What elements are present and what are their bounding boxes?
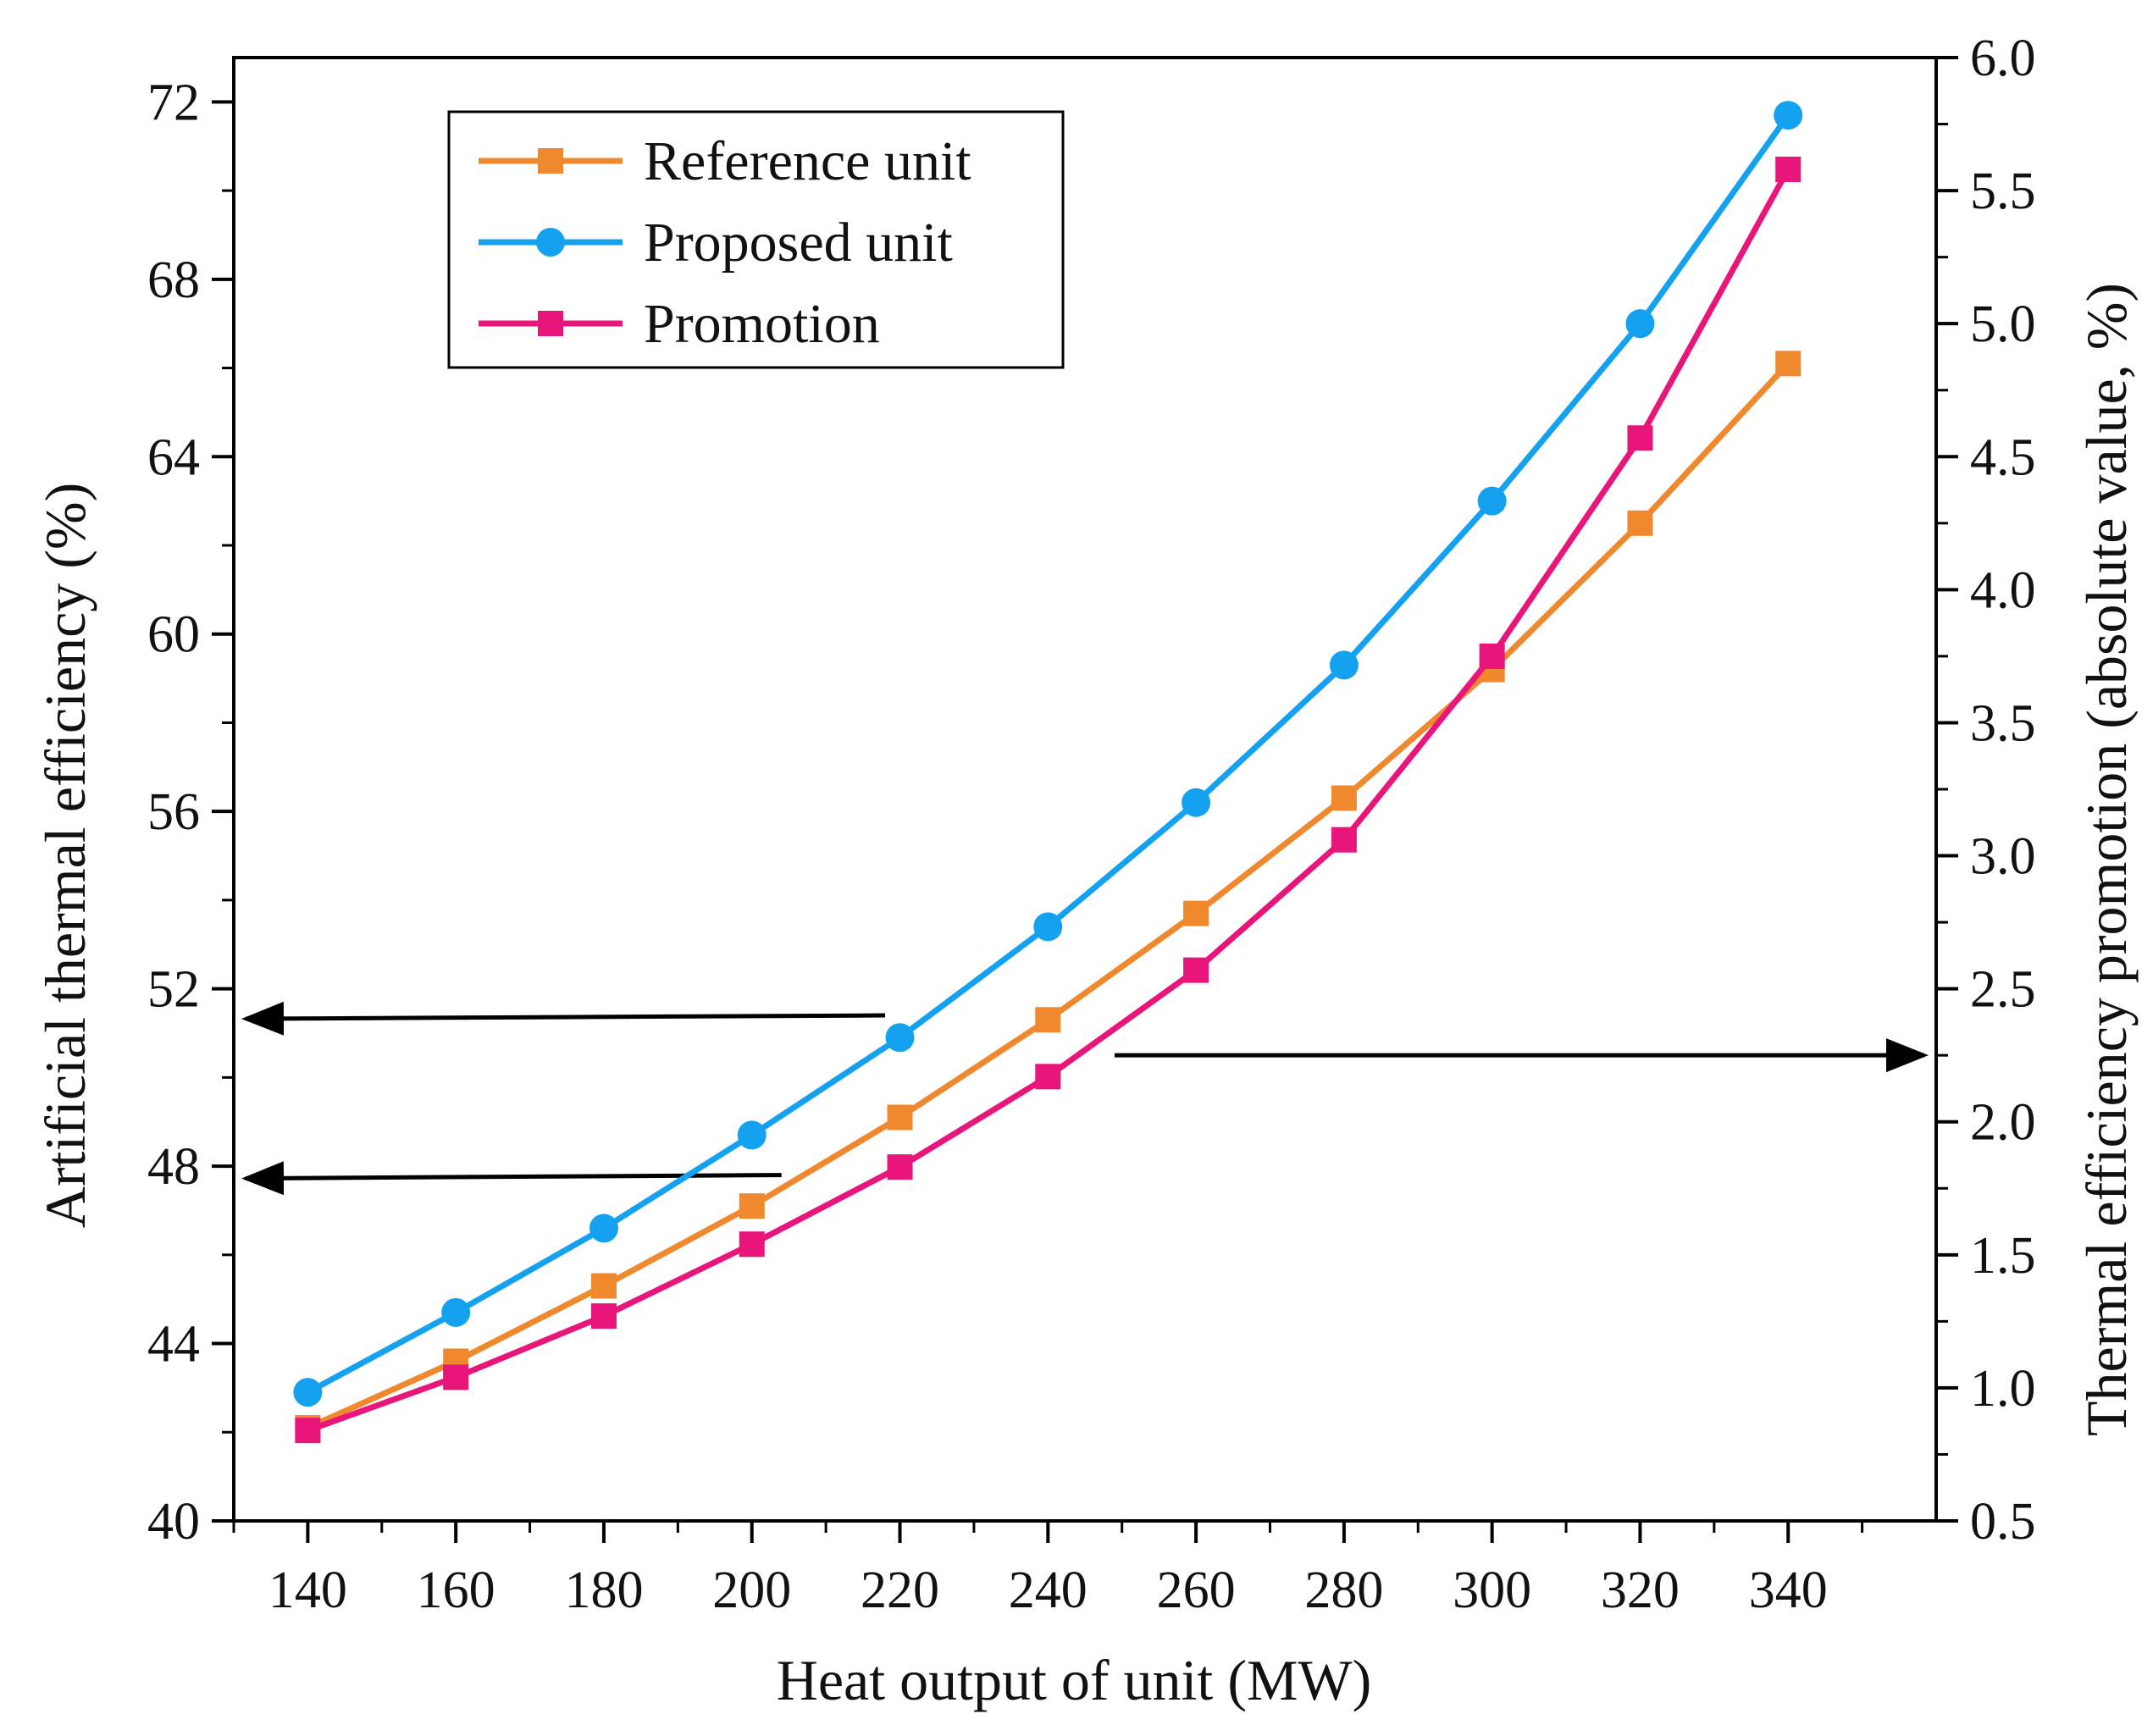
annotations: [241, 1001, 1929, 1196]
right-y-tick-label: 0.5: [1970, 1493, 2036, 1551]
x-tick-label: 140: [268, 1562, 347, 1619]
right-y-tick-label: 3.5: [1970, 694, 2036, 752]
x-tick-label: 220: [861, 1562, 939, 1619]
right-y-tick-label: 1.5: [1970, 1227, 2036, 1285]
x-tick-label: 280: [1304, 1562, 1383, 1619]
legend-label: Promotion: [644, 293, 880, 355]
legend-item: Proposed unit: [479, 212, 953, 274]
legend-swatch-marker: [536, 228, 565, 257]
right-y-tick-label: 4.5: [1970, 428, 2036, 486]
right-y-tick-label: 2.5: [1970, 961, 2036, 1019]
left-y-tick-label: 60: [147, 606, 200, 664]
data-point: [1183, 957, 1209, 983]
data-point: [590, 1273, 617, 1299]
data-point: [1035, 1007, 1061, 1033]
data-point: [590, 1303, 617, 1330]
data-point: [737, 1120, 767, 1150]
data-point: [1625, 309, 1655, 339]
legend-item: Reference unit: [479, 130, 971, 192]
x-tick-label: 300: [1453, 1562, 1531, 1619]
data-point: [295, 1418, 321, 1444]
data-point: [885, 1023, 915, 1053]
data-point: [739, 1193, 765, 1219]
right-y-tick-label: 5.0: [1970, 296, 2036, 353]
legend-swatch-marker: [538, 148, 563, 174]
data-point: [1183, 900, 1209, 926]
legend-swatch-marker: [538, 311, 563, 336]
data-point: [1775, 156, 1802, 182]
data-point: [293, 1378, 323, 1407]
legend-label: Proposed unit: [644, 212, 953, 274]
x-tick-label: 180: [564, 1562, 643, 1619]
left-y-tick-label: 40: [147, 1493, 200, 1551]
data-point: [1627, 510, 1653, 536]
left-y-tick-label: 64: [147, 428, 200, 486]
right-y-tick-label: 5.5: [1970, 163, 2036, 220]
left-y-tick-label: 52: [147, 961, 200, 1019]
right-y-tick-label: 6.0: [1970, 30, 2036, 87]
left-y-tick-label: 68: [147, 252, 200, 309]
data-point: [1477, 486, 1507, 516]
data-point: [1033, 912, 1063, 942]
annotation-arrow-left: [241, 1001, 886, 1036]
legend-item: Promotion: [479, 293, 880, 355]
right-y-tick-label: 4.0: [1970, 561, 2036, 619]
data-point: [1479, 643, 1505, 669]
data-point: [1775, 351, 1802, 377]
data-point: [1182, 788, 1211, 817]
data-point: [1035, 1064, 1061, 1090]
left-y-tick-label: 72: [147, 74, 200, 131]
x-tick-label: 240: [1009, 1562, 1088, 1619]
data-point: [1331, 785, 1357, 811]
series-promotion: [295, 156, 1802, 1444]
right-y-tick-label: 1.0: [1970, 1360, 2036, 1418]
data-point: [589, 1214, 618, 1243]
right-y-tick-label: 2.0: [1970, 1094, 2036, 1152]
data-point: [739, 1231, 765, 1258]
right-y-axis-title: Thermal efficiency promotion (absolute v…: [2074, 283, 2139, 1436]
series-layer: [293, 101, 1803, 1444]
left-y-tick-label: 48: [147, 1138, 200, 1196]
series-proposed-unit: [293, 101, 1803, 1407]
x-tick-label: 260: [1157, 1562, 1236, 1619]
legend: Reference unit Proposed unit Promotion: [447, 110, 1065, 369]
data-point: [1329, 650, 1359, 680]
data-point: [1774, 101, 1803, 130]
right-y-tick-label: 3.0: [1970, 828, 2036, 886]
data-point: [441, 1297, 471, 1327]
left-y-tick-label: 56: [147, 783, 200, 841]
data-point: [1331, 827, 1357, 853]
data-point: [1627, 425, 1653, 451]
x-tick-label: 320: [1601, 1562, 1680, 1619]
data-point: [443, 1364, 469, 1390]
x-tick-label: 160: [417, 1562, 495, 1619]
x-tick-label: 340: [1749, 1562, 1828, 1619]
left-y-tick-label: 44: [147, 1316, 200, 1374]
data-point: [887, 1154, 913, 1180]
legend-label: Reference unit: [644, 130, 971, 192]
x-axis-title: Heat output of unit (MW): [777, 1648, 1372, 1712]
x-tick-label: 200: [712, 1562, 791, 1619]
annotation-arrow-left: [241, 1161, 782, 1196]
left-y-axis-title: Artificial thermal efficiency (%): [33, 483, 97, 1228]
axes: 140 160 180 200 220 240 260 280 300 320 340 40 44 48 5…: [147, 30, 2036, 1619]
data-point: [887, 1104, 913, 1131]
